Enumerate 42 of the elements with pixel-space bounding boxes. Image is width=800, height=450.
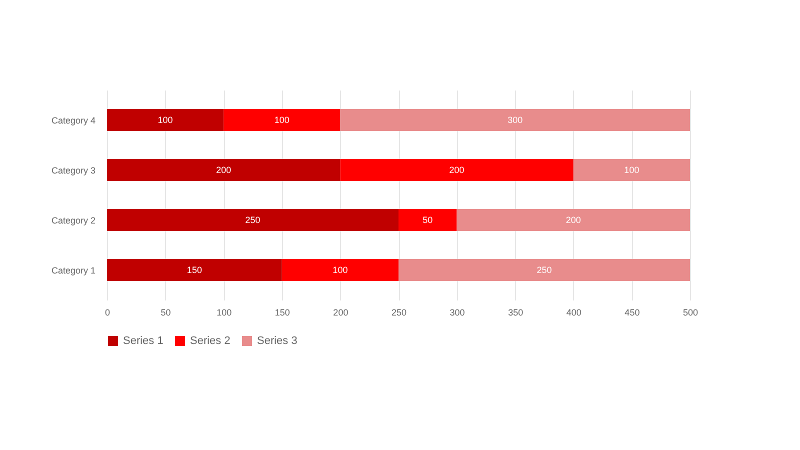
bar [107,109,224,131]
x-tick-label: 50 [160,308,171,318]
bar [107,209,398,231]
bar [282,259,398,281]
y-tick-label: Category 2 [51,216,96,226]
data-label: 50 [422,215,433,225]
bar [398,259,690,281]
data-label: 200 [216,165,232,175]
legend-label: Series 1 [123,335,164,347]
x-tick-label: 200 [333,308,348,318]
x-tick-label: 100 [216,308,232,318]
bar [456,209,690,231]
x-tick-label: 300 [450,308,465,318]
data-label: 250 [536,265,552,275]
data-label: 200 [449,165,464,175]
x-tick-label: 150 [274,308,290,318]
data-label: 100 [274,115,290,125]
x-tick-label: 400 [566,308,582,318]
x-tick-label: 250 [391,308,407,318]
y-tick-label: Category 3 [51,166,96,176]
bar [224,109,340,131]
bar [340,109,690,131]
x-tick-label: 500 [682,308,698,318]
data-label: 100 [624,165,640,175]
bar [107,259,282,281]
data-label: 300 [508,115,523,125]
data-label: 200 [566,215,581,225]
y-tick-label: Category 4 [51,116,96,126]
legend-label: Series 3 [257,335,298,347]
data-label: 250 [245,215,260,225]
x-tick-label: 350 [508,308,524,318]
bar [398,209,457,231]
data-label: 100 [158,115,173,125]
data-label: 100 [332,265,348,275]
data-label: 150 [186,265,202,275]
x-tick-label: 0 [104,308,110,318]
x-tick-label: 450 [624,308,640,318]
y-tick-label: Category 1 [51,266,96,276]
legend-label: Series 2 [190,335,230,347]
bar [107,159,340,181]
bar [340,159,574,181]
bar [573,159,690,181]
